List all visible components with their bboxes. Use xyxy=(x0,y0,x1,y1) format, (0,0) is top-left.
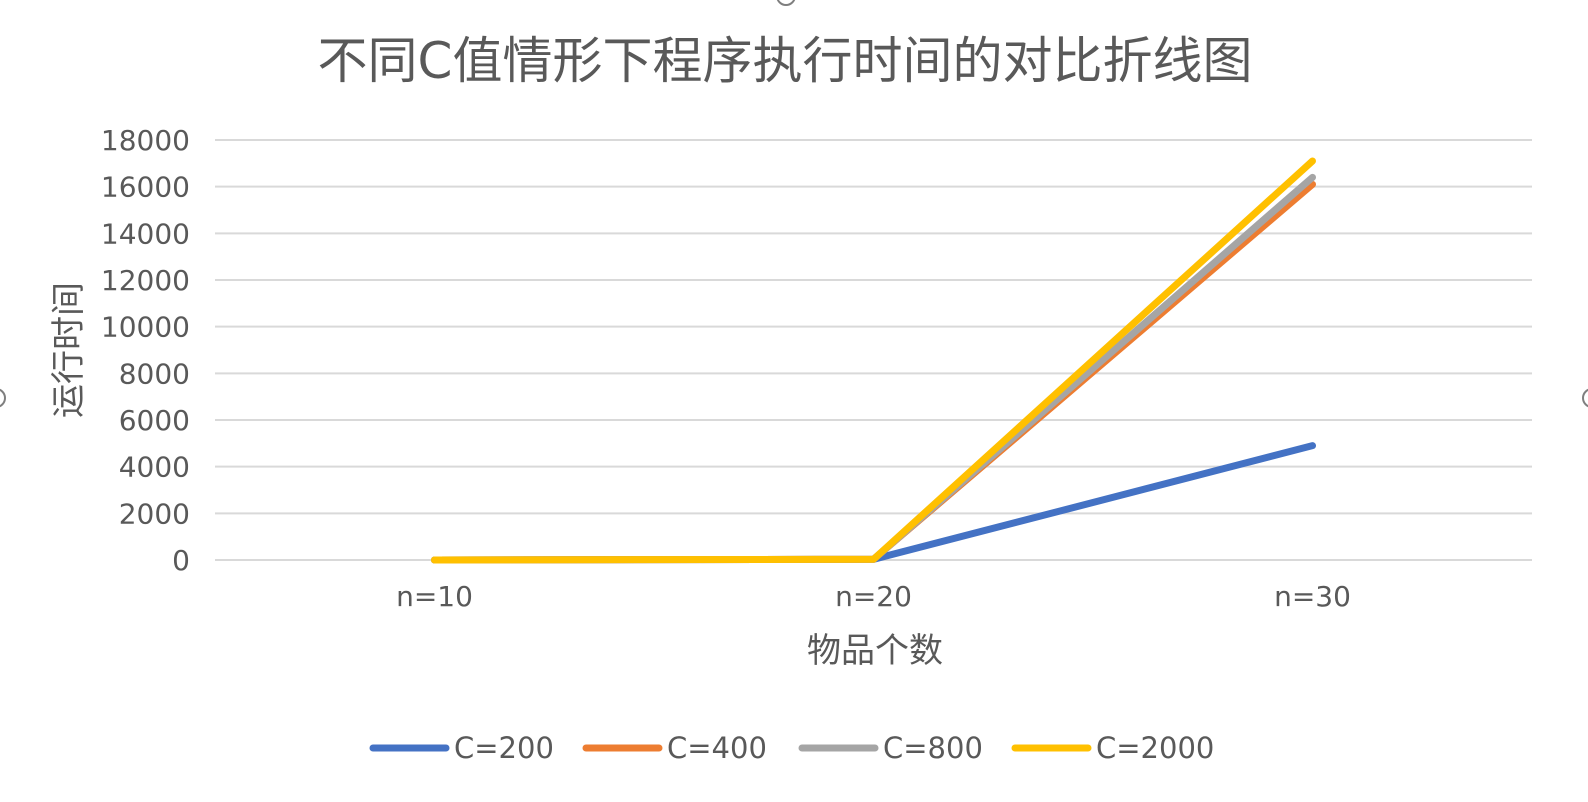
series-lines xyxy=(435,161,1313,560)
x-tick-label: n=10 xyxy=(396,580,473,613)
y-tick-label: 6000 xyxy=(119,404,190,437)
y-tick-label: 12000 xyxy=(101,264,190,297)
legend-label: C=800 xyxy=(883,731,983,765)
y-tick-label: 2000 xyxy=(119,497,190,530)
legend-label: C=200 xyxy=(454,731,554,765)
x-tick-label: n=30 xyxy=(1274,580,1351,613)
legend-label: C=400 xyxy=(667,731,767,765)
series-line-C=400 xyxy=(435,184,1313,560)
y-tick-label: 0 xyxy=(172,544,190,577)
y-axis-ticks: 0 2000 4000 6000 8000 10000 12000 14000 16000 180… xyxy=(101,124,190,577)
y-axis-title: 运行时间 xyxy=(49,282,89,418)
x-axis-ticks: n=10 n=20 n=30 xyxy=(396,580,1351,613)
legend-label: C=2000 xyxy=(1096,731,1214,765)
frame-handle-left[interactable] xyxy=(0,389,5,407)
y-tick-label: 18000 xyxy=(101,124,190,157)
frame-handle-right[interactable] xyxy=(1583,389,1588,407)
x-tick-label: n=20 xyxy=(835,580,912,613)
y-tick-label: 10000 xyxy=(101,311,190,344)
series-line-C=2000 xyxy=(435,161,1313,560)
y-tick-label: 14000 xyxy=(101,217,190,250)
chart-title: 不同C值情形下程序执行时间的对比折线图 xyxy=(318,32,1253,90)
x-axis-title: 物品个数 xyxy=(807,631,943,671)
series-line-C=800 xyxy=(435,177,1313,560)
y-tick-label: 8000 xyxy=(119,357,190,390)
series-line-C=200 xyxy=(435,446,1313,560)
legend: C=200 C=400 C=800 C=2000 xyxy=(373,731,1214,765)
frame-handle-top[interactable] xyxy=(777,0,795,5)
gridlines xyxy=(215,140,1532,560)
y-tick-label: 4000 xyxy=(119,451,190,484)
y-tick-label: 16000 xyxy=(101,171,190,204)
